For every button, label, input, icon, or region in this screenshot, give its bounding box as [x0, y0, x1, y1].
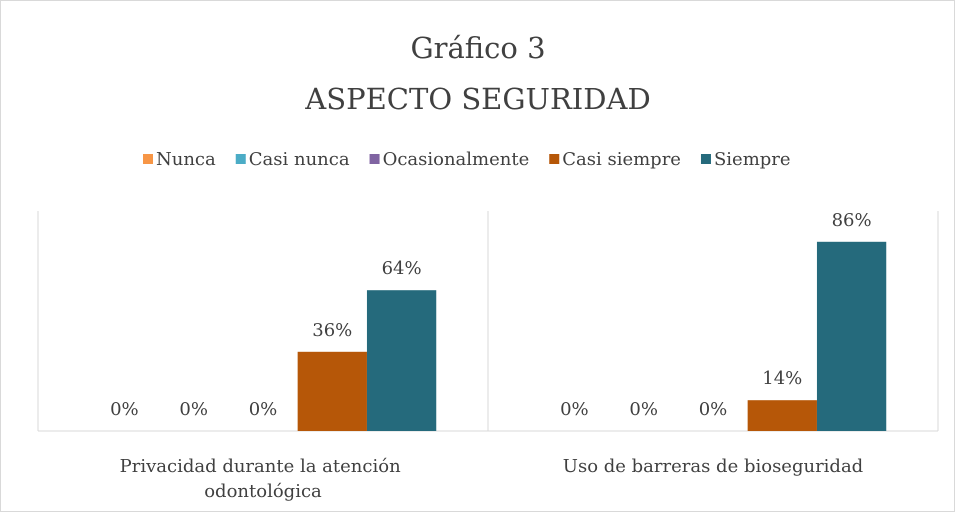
data-label: 64% — [382, 258, 422, 279]
legend-swatch — [143, 154, 153, 164]
data-label: 0% — [249, 399, 278, 420]
data-label: 0% — [699, 399, 728, 420]
legend-label: Siempre — [714, 149, 791, 170]
legend-label: Casi nunca — [249, 149, 350, 170]
legend-label: Nunca — [156, 149, 216, 170]
data-label: 0% — [179, 399, 208, 420]
data-label: 86% — [832, 210, 872, 231]
data-label: 0% — [110, 399, 139, 420]
legend-swatch — [369, 154, 380, 164]
data-label: 0% — [629, 399, 658, 420]
legend-swatch — [235, 154, 246, 164]
legend-swatch — [700, 154, 711, 164]
data-label: 36% — [312, 320, 352, 341]
chart-title: Gráfico 3 — [410, 31, 545, 65]
bar — [366, 290, 437, 431]
bar — [297, 351, 367, 431]
legend-label: Ocasionalmente — [383, 149, 530, 170]
x-tick-label: Uso de barreras de bioseguridad — [563, 456, 863, 477]
legend-label: Casi siempre — [562, 149, 681, 170]
bar — [747, 400, 817, 431]
data-label: 0% — [560, 399, 589, 420]
data-label: 14% — [762, 368, 802, 389]
x-tick-label: Privacidad durante la atención odontológ… — [120, 456, 407, 502]
bar — [816, 241, 887, 431]
legend-swatch — [549, 154, 560, 164]
chart-subtitle: ASPECTO SEGURIDAD — [304, 82, 650, 116]
